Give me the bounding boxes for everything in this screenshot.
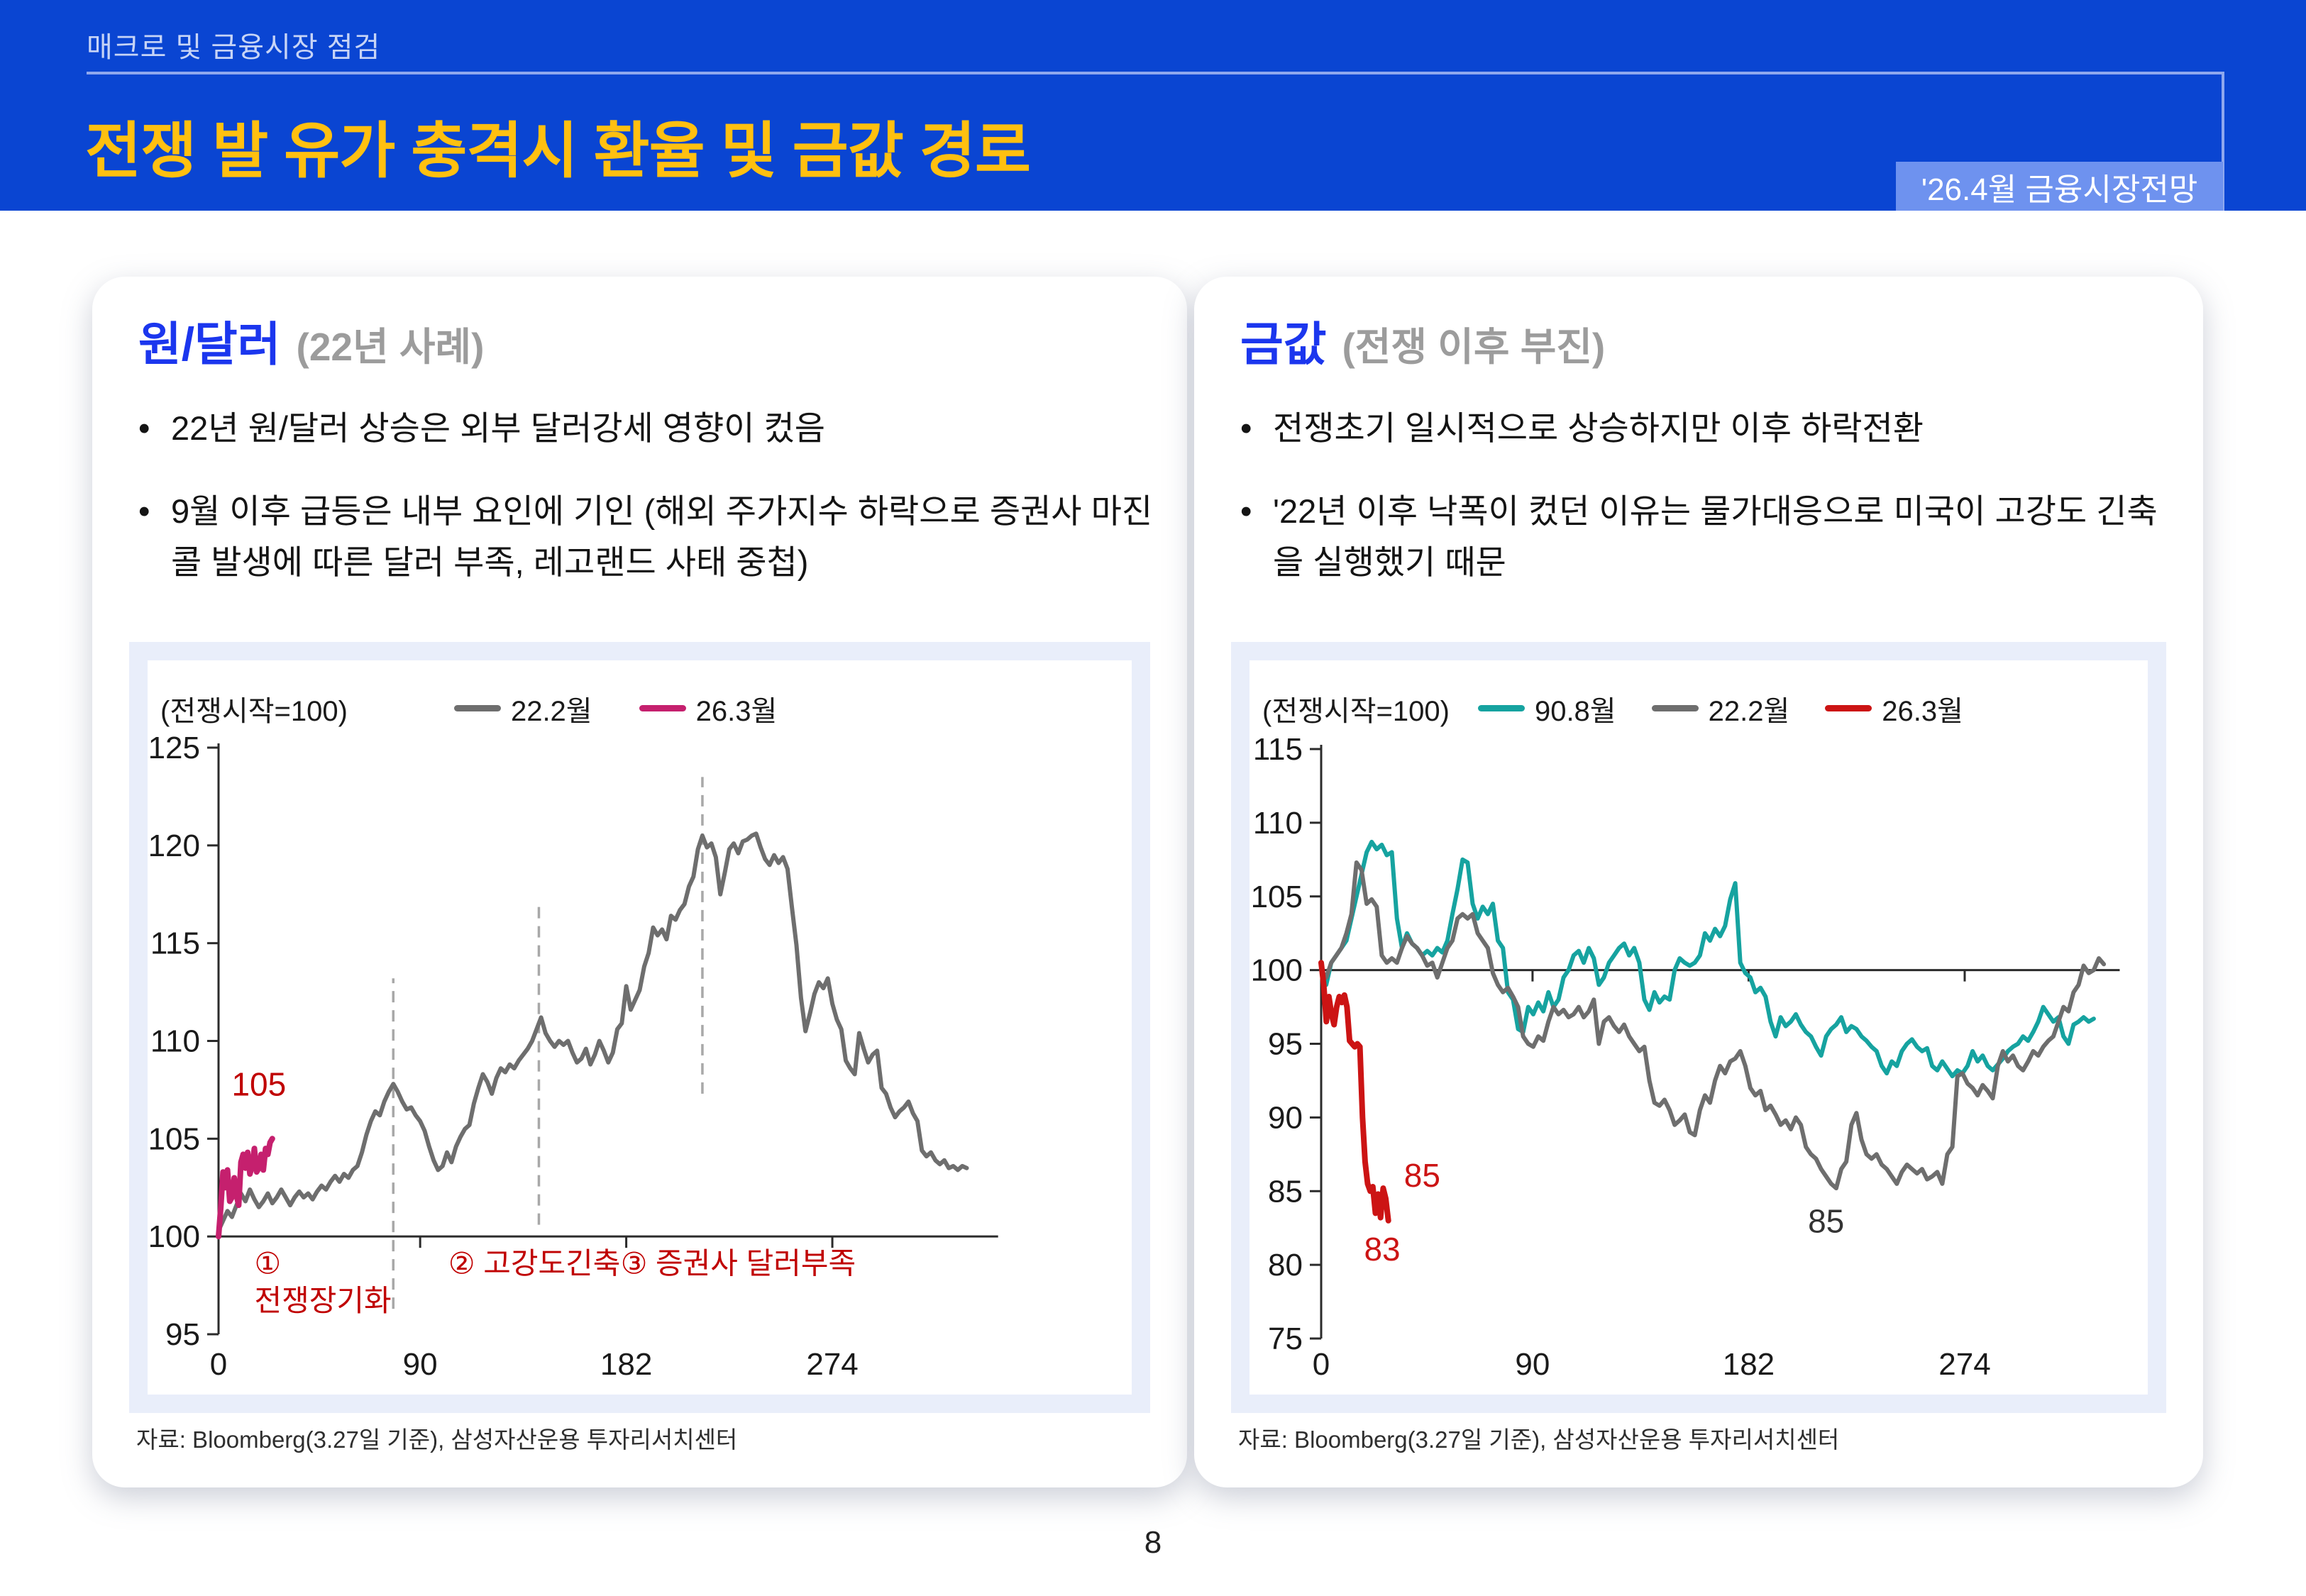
svg-text:80: 80 <box>1268 1248 1303 1282</box>
panel-subtitle: (전쟁 이후 부진) <box>1342 325 1606 369</box>
page-number: 8 <box>1144 1525 1162 1560</box>
report-badge: '26.4월 금융시장전망 <box>1896 162 2223 211</box>
bullet-item: 전쟁초기 일시적으로 상승하지만 이후 하락전환 <box>1240 403 2171 453</box>
breadcrumb: 매크로 및 금융시장 점검 <box>87 32 381 63</box>
svg-text:95: 95 <box>165 1317 200 1352</box>
svg-text:115: 115 <box>1253 735 1303 767</box>
gold-chart-area: (전쟁시작=100) 90.8월 22.2월 26.3월 <box>1249 660 2148 1395</box>
panel-title: 원/달러 <box>138 318 281 370</box>
bullet-item: 22년 원/달러 상승은 외부 달러강세 영향이 컸음 <box>138 403 1155 453</box>
bullet-item: '22년 이후 낙폭이 컸던 이유는 물가대응으로 미국이 고강도 긴축을 실행… <box>1240 486 2171 587</box>
bullet-text: '22년 이후 낙폭이 컸던 이유는 물가대응으로 미국이 고강도 긴축을 실행… <box>1273 492 2158 581</box>
bullet-text: 22년 원/달러 상승은 외부 달러강세 영향이 컸음 <box>171 409 826 447</box>
svg-text:85: 85 <box>1268 1174 1303 1209</box>
chart-legend: (전쟁시작=100) 22.2월 26.3월 <box>148 660 1132 735</box>
legend-items: 90.8월 22.2월 26.3월 <box>1477 688 1963 729</box>
legend-swatch-teal <box>1477 705 1525 711</box>
panel-title: 금값 <box>1240 318 1327 370</box>
svg-text:182: 182 <box>600 1347 652 1382</box>
header-rule-horizontal <box>87 72 2224 74</box>
legend-item: 22.2월 <box>453 688 592 729</box>
legend-label: 26.3월 <box>1882 695 1963 727</box>
source-note: 자료: Bloomberg(3.27일 기준), 삼성자산운용 투자리서치센터 <box>136 1426 738 1453</box>
bullet-dot <box>138 486 171 587</box>
svg-text:274: 274 <box>1938 1347 1990 1382</box>
gold-chart-frame: (전쟁시작=100) 90.8월 22.2월 26.3월 <box>1231 642 2166 1413</box>
axis-unit-label: (전쟁시작=100) <box>1262 695 1450 727</box>
svg-text:95: 95 <box>1268 1027 1303 1062</box>
usd-krw-panel: 원/달러 (22년 사례) 22년 원/달러 상승은 외부 달러강세 영향이 컸… <box>92 277 1187 1487</box>
axis-unit-label: (전쟁시작=100) <box>160 695 348 727</box>
legend-label: 22.2월 <box>510 695 592 727</box>
legend-swatch-gray <box>453 705 501 711</box>
svg-text:85: 85 <box>1404 1157 1440 1194</box>
svg-text:105: 105 <box>231 1066 286 1103</box>
svg-text:③ 증권사 달러부족: ③ 증권사 달러부족 <box>621 1247 856 1280</box>
bullet-list: 22년 원/달러 상승은 외부 달러강세 영향이 컸음 9월 이후 급등은 내부… <box>138 403 1155 620</box>
bullet-dot <box>1240 486 1273 587</box>
legend-item: 26.3월 <box>1825 688 1963 729</box>
chart-legend: (전쟁시작=100) 90.8월 22.2월 26.3월 <box>1249 660 2148 735</box>
legend-swatch-pink <box>639 705 686 711</box>
legend-item: 90.8월 <box>1477 688 1616 729</box>
svg-text:①: ① <box>255 1247 282 1280</box>
legend-item: 22.2월 <box>1651 688 1790 729</box>
svg-text:274: 274 <box>806 1347 858 1382</box>
usd-krw-line-chart: 95 100 105 110 115 120 125 0 90 182 274 105 ① 전쟁장기화 ② … <box>148 735 998 1382</box>
legend-item: 26.3월 <box>639 688 778 729</box>
panel-title-row: 원/달러 (22년 사례) <box>138 306 484 375</box>
svg-text:전쟁장기화: 전쟁장기화 <box>255 1284 392 1317</box>
svg-text:182: 182 <box>1723 1347 1775 1382</box>
svg-text:105: 105 <box>1251 880 1303 914</box>
page-title: 전쟁 발 유가 충격시 환율 및 금값 경로 <box>85 117 1031 185</box>
svg-text:② 고강도긴축: ② 고강도긴축 <box>448 1247 621 1280</box>
bullet-item: 9월 이후 급등은 내부 요인에 기인 (해외 주가지수 하락으로 증권사 마진… <box>138 486 1155 587</box>
source-note: 자료: Bloomberg(3.27일 기준), 삼성자산운용 투자리서치센터 <box>1238 1426 1840 1453</box>
svg-text:90: 90 <box>1515 1347 1550 1382</box>
svg-text:110: 110 <box>150 1024 200 1059</box>
svg-text:100: 100 <box>148 1219 200 1254</box>
svg-text:0: 0 <box>210 1347 227 1382</box>
header-rule-vertical <box>2222 72 2224 211</box>
bullet-text: 전쟁초기 일시적으로 상승하지만 이후 하락전환 <box>1273 409 1924 447</box>
svg-text:90: 90 <box>1268 1100 1303 1135</box>
legend-label: 26.3월 <box>695 695 778 727</box>
svg-text:120: 120 <box>148 829 200 863</box>
usd-krw-chart-frame: (전쟁시작=100) 22.2월 26.3월 95 100 105 110 115 120… <box>129 642 1150 1413</box>
panel-subtitle: (22년 사례) <box>296 325 485 369</box>
svg-text:83: 83 <box>1364 1231 1400 1268</box>
bullet-dot <box>1240 403 1273 453</box>
svg-text:100: 100 <box>1251 953 1303 988</box>
svg-text:125: 125 <box>148 735 200 765</box>
legend-label: 22.2월 <box>1708 695 1790 727</box>
gold-panel: 금값 (전쟁 이후 부진) 전쟁초기 일시적으로 상승하지만 이후 하락전환 '… <box>1194 277 2203 1487</box>
slide-header: 매크로 및 금융시장 점검 전쟁 발 유가 충격시 환율 및 금값 경로 '26… <box>0 0 2306 211</box>
bullet-text: 9월 이후 급등은 내부 요인에 기인 (해외 주가지수 하락으로 증권사 마진… <box>171 492 1153 581</box>
panel-title-row: 금값 (전쟁 이후 부진) <box>1240 306 1605 375</box>
svg-text:75: 75 <box>1268 1321 1303 1356</box>
usd-krw-chart-area: (전쟁시작=100) 22.2월 26.3월 95 100 105 110 115 120… <box>148 660 1132 1395</box>
svg-text:85: 85 <box>1808 1202 1844 1239</box>
legend-label: 90.8월 <box>1534 695 1616 727</box>
bullet-list: 전쟁초기 일시적으로 상승하지만 이후 하락전환 '22년 이후 낙폭이 컸던 … <box>1240 403 2171 620</box>
svg-text:105: 105 <box>148 1121 200 1156</box>
svg-text:0: 0 <box>1313 1347 1330 1382</box>
bullet-dot <box>138 403 171 453</box>
legend-swatch-red <box>1825 705 1872 711</box>
svg-text:115: 115 <box>150 926 200 961</box>
legend-swatch-gray <box>1651 705 1699 711</box>
svg-text:90: 90 <box>403 1347 438 1382</box>
legend-items: 22.2월 26.3월 <box>453 688 778 729</box>
svg-text:110: 110 <box>1253 806 1303 841</box>
